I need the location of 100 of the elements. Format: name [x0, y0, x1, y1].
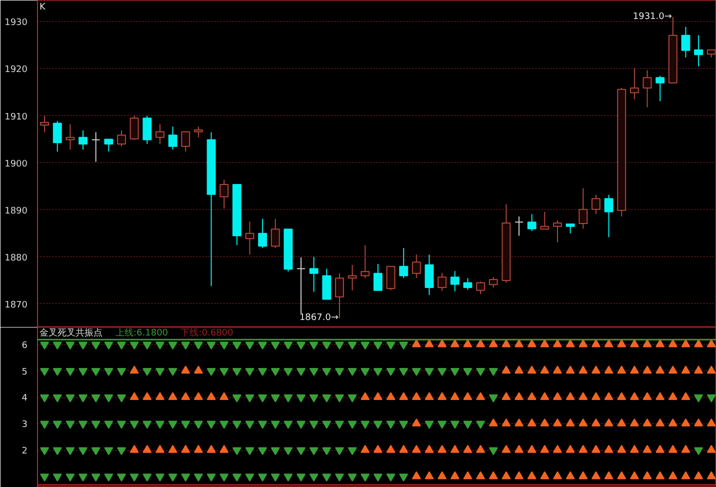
point — [258, 368, 268, 376]
point — [168, 420, 178, 429]
point — [78, 342, 88, 350]
point — [40, 394, 50, 402]
candlestick — [566, 223, 575, 234]
point — [206, 368, 216, 376]
candlestick — [142, 115, 152, 145]
point — [502, 444, 511, 453]
point — [463, 392, 472, 400]
point — [668, 392, 678, 400]
point — [142, 444, 152, 453]
candlestick — [181, 131, 190, 152]
point — [566, 471, 575, 480]
point — [399, 342, 408, 350]
point — [617, 418, 626, 426]
point — [488, 471, 498, 480]
point — [245, 394, 254, 402]
point — [463, 368, 472, 376]
point — [604, 418, 614, 426]
point — [424, 392, 434, 400]
point — [591, 392, 600, 400]
point — [104, 420, 114, 429]
point — [206, 420, 216, 429]
point — [578, 471, 588, 480]
point — [399, 420, 408, 429]
point — [463, 444, 472, 453]
point — [258, 394, 268, 402]
y-tick-label: 1920 — [4, 65, 28, 76]
annotation: 1867.0→ — [299, 313, 339, 324]
candlestick — [591, 194, 600, 215]
candlestick — [245, 221, 254, 256]
point — [617, 471, 626, 480]
point — [296, 368, 306, 376]
candlestick — [168, 126, 178, 150]
point — [360, 420, 370, 429]
point — [104, 368, 114, 376]
point — [220, 368, 229, 376]
candlestick — [399, 247, 408, 279]
point — [706, 394, 716, 402]
point — [463, 420, 472, 429]
point — [412, 444, 421, 453]
point — [591, 418, 600, 426]
point — [116, 368, 126, 376]
point — [502, 471, 511, 480]
point — [706, 471, 716, 480]
point — [220, 392, 229, 400]
candlestick — [78, 130, 88, 150]
point — [438, 444, 447, 453]
candlestick — [642, 70, 652, 108]
point — [322, 368, 332, 376]
y-tick-label: 6 — [22, 340, 28, 351]
point — [296, 420, 306, 429]
point — [245, 342, 254, 350]
point — [66, 342, 75, 350]
point — [130, 392, 139, 400]
point — [604, 444, 614, 453]
point — [412, 392, 421, 400]
y-tick-label: 1900 — [4, 159, 28, 170]
point — [91, 394, 100, 402]
point — [668, 418, 678, 426]
point — [348, 394, 357, 402]
point — [438, 471, 447, 480]
point — [630, 392, 639, 400]
point — [270, 342, 280, 350]
point — [642, 418, 652, 426]
point — [706, 444, 716, 453]
point — [258, 342, 268, 350]
y-tick-label: 5 — [22, 367, 28, 378]
point — [40, 368, 50, 376]
point — [66, 394, 75, 402]
y-tick-label: 1930 — [4, 18, 28, 28]
point — [591, 444, 600, 453]
point — [527, 444, 536, 453]
candlestick — [220, 179, 229, 209]
point — [668, 444, 678, 453]
point — [232, 420, 242, 429]
point — [91, 420, 100, 429]
point — [617, 444, 626, 453]
point — [168, 444, 178, 453]
point — [52, 420, 62, 429]
point — [142, 368, 152, 376]
point — [552, 471, 562, 480]
point — [656, 418, 665, 426]
candlestick — [630, 68, 639, 100]
point — [155, 420, 164, 429]
candlestick — [681, 26, 690, 58]
point — [270, 368, 280, 376]
point — [604, 471, 614, 480]
point — [194, 420, 203, 429]
point — [681, 418, 690, 426]
point — [155, 368, 164, 376]
y-tick-label: 1910 — [4, 112, 28, 122]
point — [245, 368, 254, 376]
point — [220, 444, 229, 453]
point — [412, 471, 421, 480]
candlestick — [438, 272, 447, 292]
point — [309, 394, 318, 402]
candlestick — [553, 220, 562, 243]
point — [488, 368, 498, 376]
point — [373, 420, 382, 429]
